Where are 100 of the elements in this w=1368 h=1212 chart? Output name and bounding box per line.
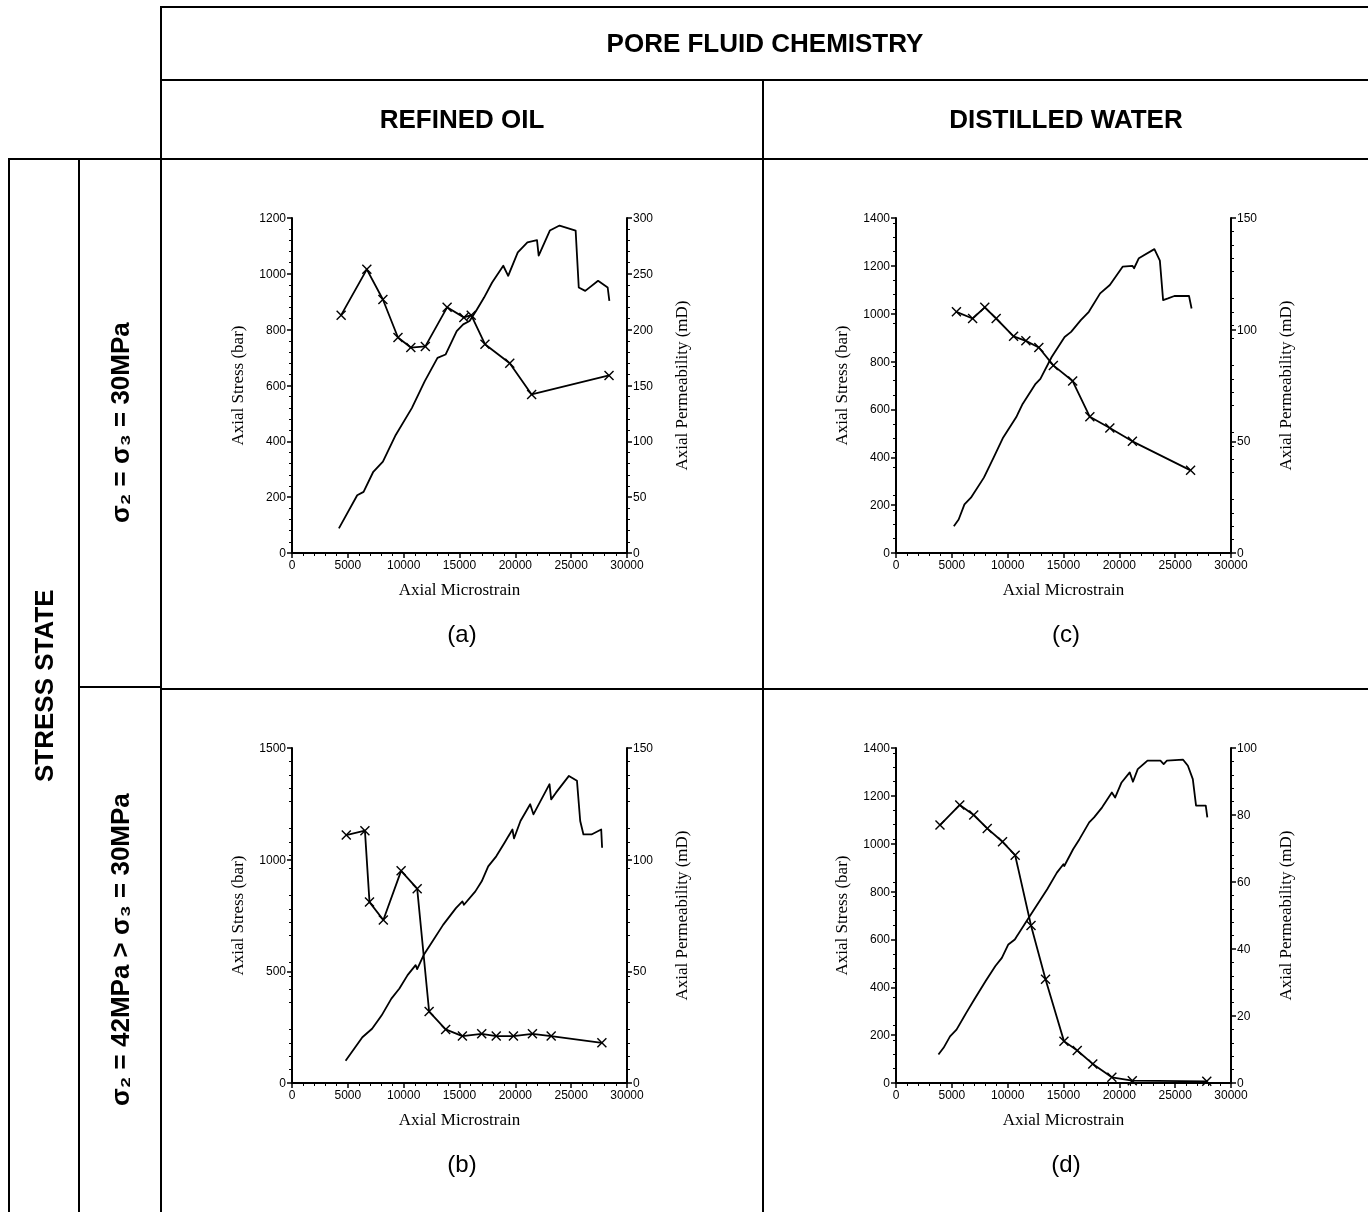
y-tick-label: 200 bbox=[869, 498, 891, 513]
y-tick-label: 800 bbox=[265, 322, 287, 337]
y2-tick-label: 0 bbox=[1237, 546, 1244, 560]
y-tick-label: 800 bbox=[869, 354, 891, 369]
point bbox=[1084, 411, 1095, 422]
point bbox=[457, 1031, 468, 1042]
y-tick-label: 0 bbox=[279, 546, 287, 560]
y2-tick-label: 150 bbox=[633, 378, 654, 393]
point bbox=[359, 825, 370, 836]
y-axis-title: Axial Stress (bar) bbox=[228, 325, 247, 446]
y2-tick-label: 100 bbox=[1237, 741, 1258, 755]
point bbox=[361, 264, 372, 275]
point bbox=[420, 341, 431, 352]
y2-tick-label: 200 bbox=[633, 322, 654, 337]
point bbox=[378, 914, 389, 925]
y-tick-label: 1000 bbox=[259, 266, 287, 281]
x-tick-label: 5000 bbox=[334, 1088, 362, 1102]
x-tick-label: 5000 bbox=[334, 558, 362, 572]
text: REFINED OIL bbox=[160, 81, 762, 158]
point bbox=[458, 312, 469, 323]
point bbox=[1127, 436, 1138, 447]
point bbox=[596, 1037, 607, 1048]
y2-tick-label: 60 bbox=[1237, 875, 1251, 889]
y2-tick-label: 0 bbox=[633, 546, 640, 560]
y2-tick-label: 40 bbox=[1237, 942, 1251, 956]
y-tick-label: 0 bbox=[883, 546, 891, 560]
y-tick-label: 1000 bbox=[863, 306, 891, 321]
text: DISTILLED WATER bbox=[762, 81, 1368, 158]
x-tick-label: 20000 bbox=[498, 1088, 533, 1102]
point bbox=[1072, 1045, 1083, 1056]
x-tick-label: 15000 bbox=[1046, 558, 1081, 572]
line-series bbox=[344, 775, 603, 1062]
x-tick-label: 25000 bbox=[1158, 1088, 1193, 1102]
point bbox=[954, 799, 965, 810]
point bbox=[491, 1031, 502, 1042]
y2-axis-title: Axial Permeability (mD) bbox=[672, 830, 691, 1001]
point bbox=[442, 302, 453, 313]
text: PORE FLUID CHEMISTRY bbox=[160, 6, 1368, 81]
y2-tick-label: 250 bbox=[633, 266, 654, 281]
x-tick-label: 10000 bbox=[990, 1088, 1025, 1102]
y2-axis-title: Axial Permeability (mD) bbox=[672, 300, 691, 471]
y2-tick-label: 100 bbox=[633, 852, 654, 867]
line-series bbox=[338, 224, 611, 530]
y-tick-label: 1400 bbox=[863, 211, 891, 225]
point bbox=[377, 294, 388, 305]
point bbox=[1106, 1072, 1117, 1083]
y-axis-title: Axial Stress (bar) bbox=[832, 855, 851, 976]
y2-tick-label: 100 bbox=[1237, 322, 1258, 337]
point bbox=[479, 339, 490, 350]
y-tick-label: 600 bbox=[869, 402, 891, 417]
y2-tick-label: 150 bbox=[633, 741, 654, 755]
point bbox=[405, 342, 416, 353]
y-axis-title: Axial Stress (bar) bbox=[228, 855, 247, 976]
x-tick-label: 15000 bbox=[442, 558, 477, 572]
line-series bbox=[952, 248, 1193, 528]
point bbox=[997, 836, 1008, 847]
y-tick-label: 600 bbox=[265, 378, 287, 393]
x-tick-label: 25000 bbox=[554, 1088, 589, 1102]
point bbox=[1010, 850, 1021, 861]
x-tick-label: 30000 bbox=[610, 558, 645, 572]
y2-tick-label: 150 bbox=[1237, 211, 1258, 225]
x-tick-label: 30000 bbox=[610, 1088, 645, 1102]
x-tick-label: 10000 bbox=[386, 558, 421, 572]
point bbox=[1020, 335, 1031, 346]
point bbox=[364, 897, 375, 908]
y2-tick-label: 0 bbox=[633, 1076, 640, 1090]
text: STRESS STATE bbox=[28, 588, 60, 785]
point bbox=[1058, 1036, 1069, 1047]
y2-tick-label: 100 bbox=[633, 434, 654, 449]
point bbox=[504, 358, 515, 369]
x-tick-label: 0 bbox=[288, 1088, 296, 1102]
x-tick-label: 25000 bbox=[1158, 558, 1193, 572]
x-tick-label: 5000 bbox=[938, 558, 966, 572]
point bbox=[1127, 1075, 1138, 1086]
y-tick-label: 1000 bbox=[259, 852, 287, 867]
text: (b) bbox=[447, 1150, 477, 1178]
x-axis-title: Axial Microstrain bbox=[398, 1110, 521, 1129]
point bbox=[336, 310, 347, 321]
y-tick-label: 0 bbox=[883, 1076, 891, 1090]
point bbox=[982, 823, 993, 834]
y-tick-label: 1200 bbox=[863, 258, 891, 273]
y-tick-label: 400 bbox=[265, 434, 287, 449]
point bbox=[1104, 422, 1115, 433]
point bbox=[392, 332, 403, 343]
text: σ₂ = 42MPa > σ₃ = 30MPa bbox=[104, 792, 136, 1109]
point bbox=[951, 306, 962, 317]
point bbox=[424, 1006, 435, 1017]
y2-tick-label: 50 bbox=[1237, 434, 1251, 449]
y-tick-label: 0 bbox=[279, 1076, 287, 1090]
point bbox=[1087, 1058, 1098, 1069]
y-tick-label: 1200 bbox=[863, 788, 891, 803]
y-tick-label: 200 bbox=[265, 490, 287, 505]
point bbox=[1048, 360, 1059, 371]
y-tick-label: 1500 bbox=[259, 741, 287, 755]
x-tick-label: 0 bbox=[892, 558, 900, 572]
point bbox=[1040, 974, 1051, 985]
point bbox=[967, 313, 978, 324]
point bbox=[466, 310, 477, 321]
x-tick-label: 25000 bbox=[554, 558, 589, 572]
x-axis-title: Axial Microstrain bbox=[1002, 1110, 1125, 1129]
